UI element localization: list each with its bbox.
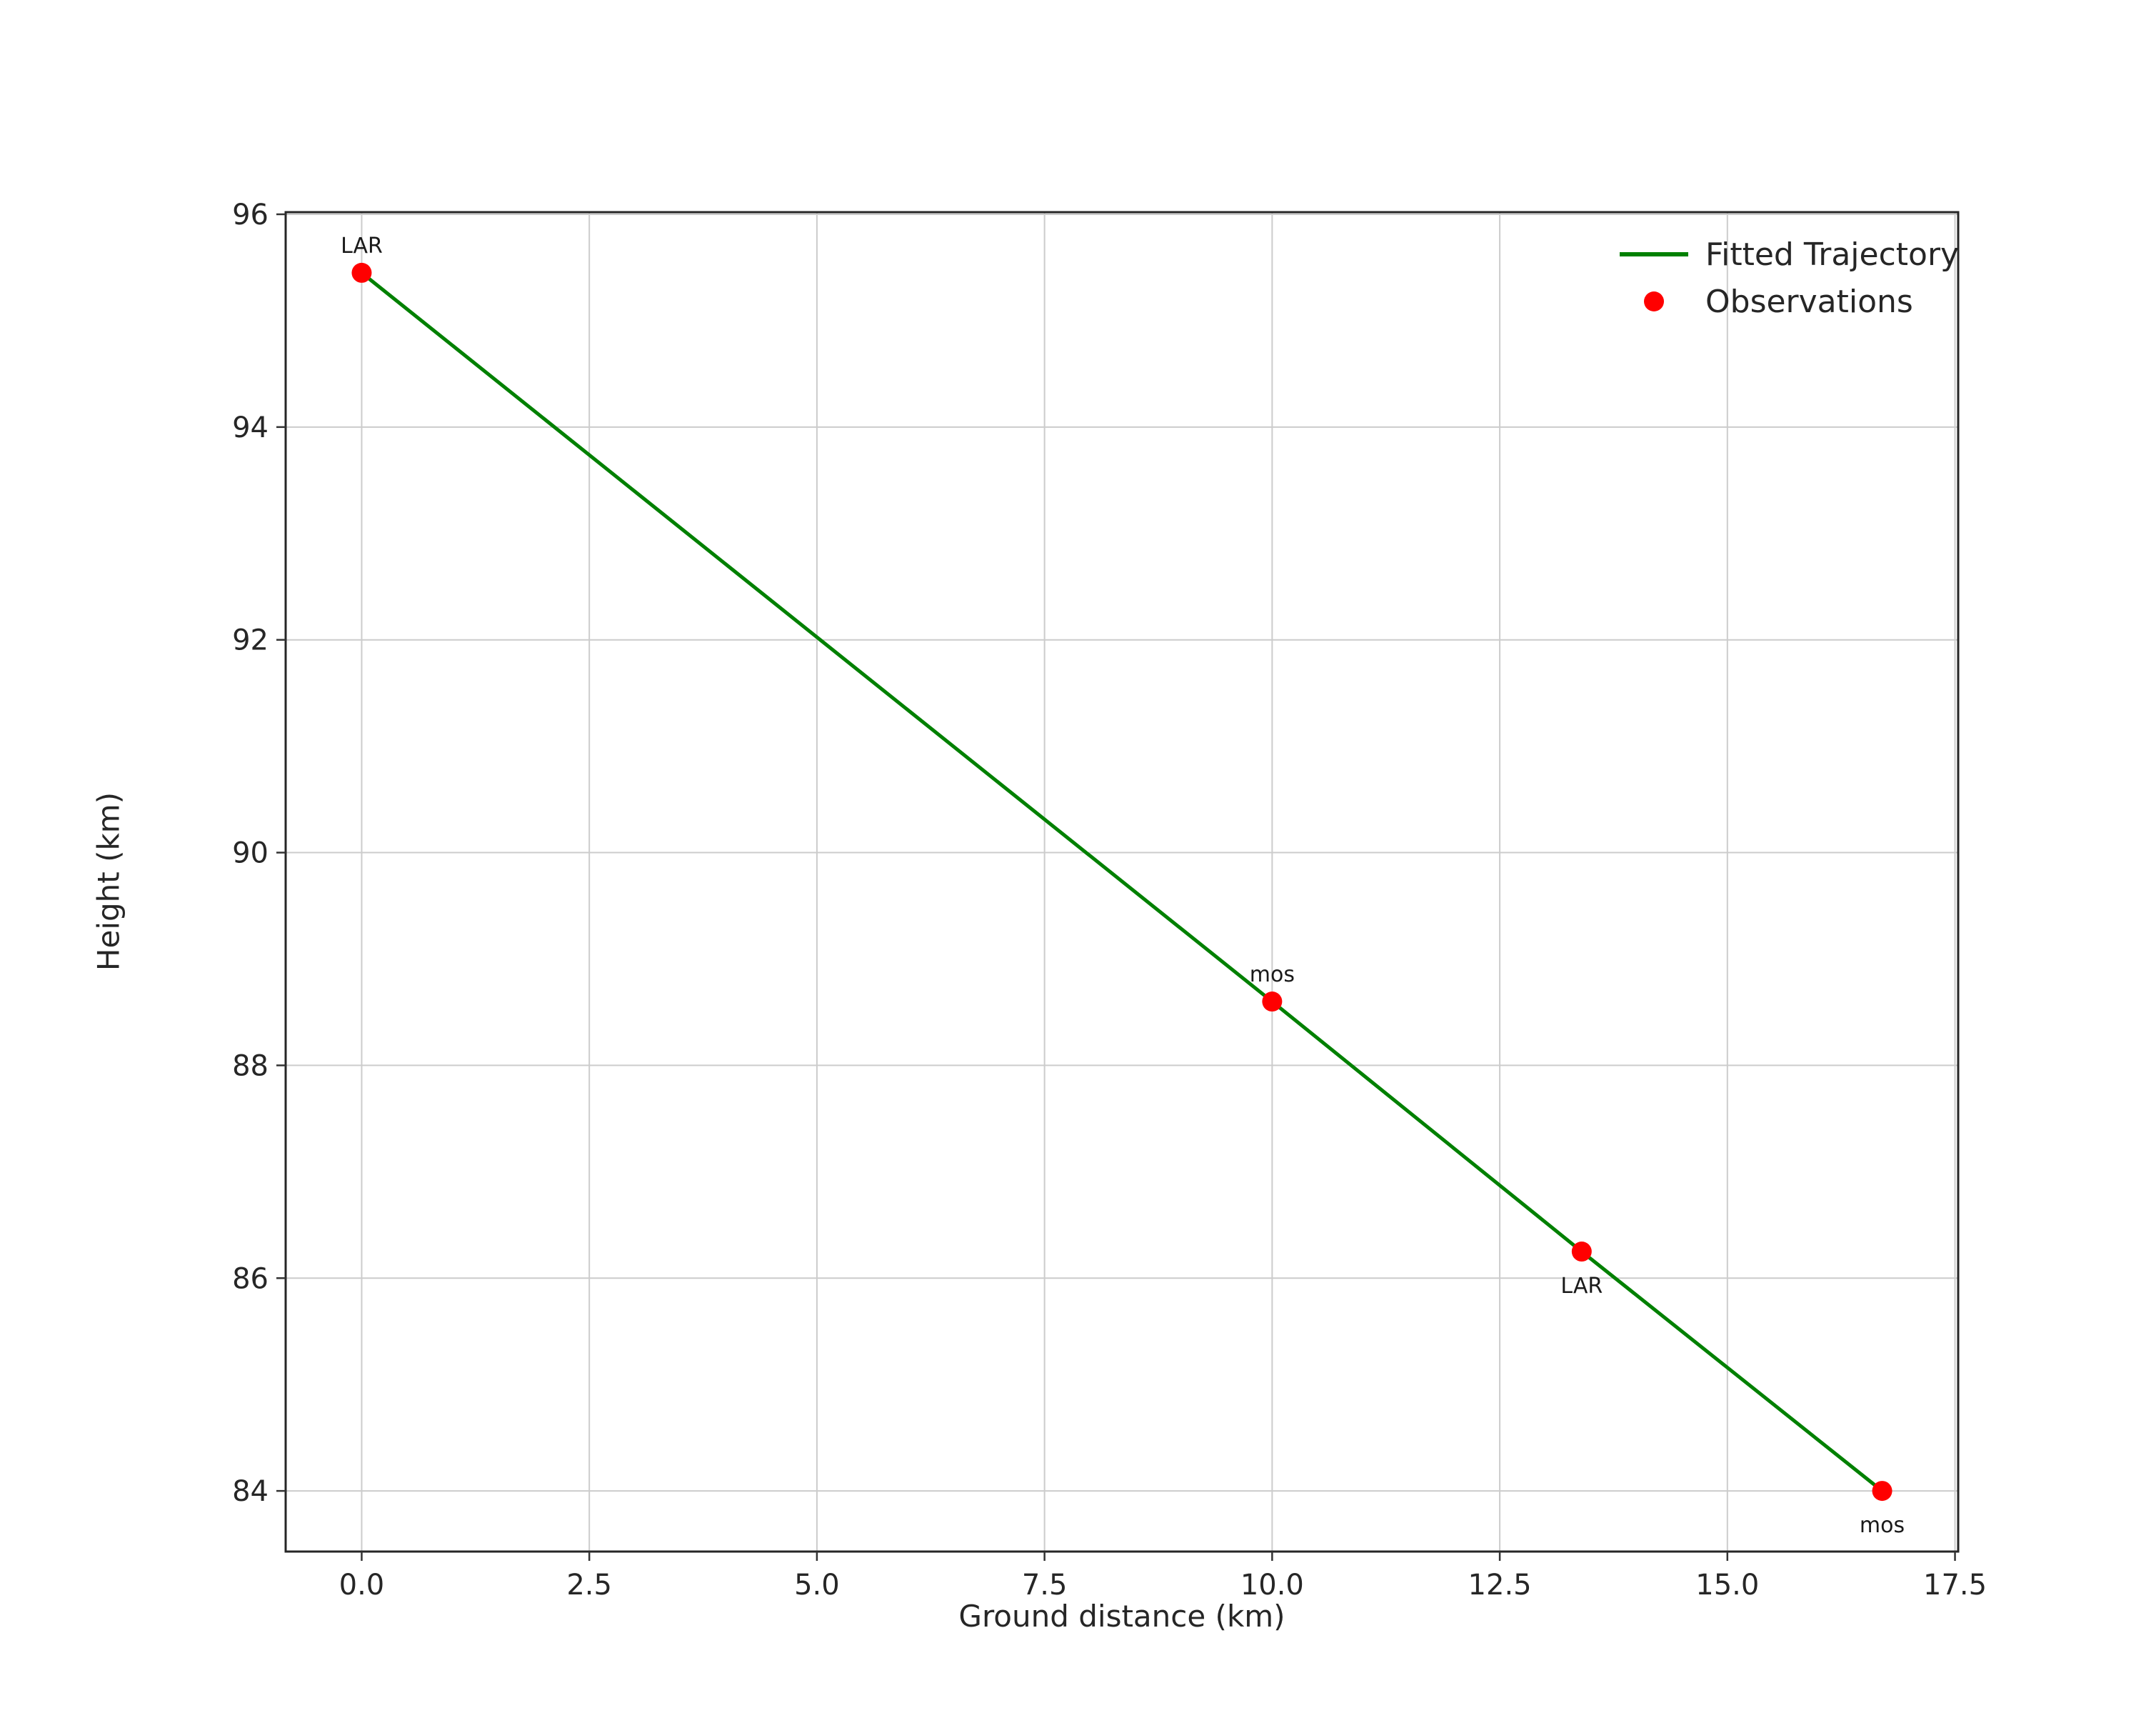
legend-dot-swatch-box	[1620, 291, 1688, 311]
x-axis-label: Ground distance (km)	[286, 1599, 1958, 1634]
x-tick-label: 15.0	[1695, 1569, 1759, 1602]
observation-point	[1262, 992, 1282, 1012]
observation-point	[351, 263, 371, 283]
x-tick-label: 0.0	[339, 1569, 385, 1602]
legend-label-fitted-trajectory: Fitted Trajectory	[1705, 236, 1959, 273]
observation-point	[1572, 1242, 1592, 1262]
legend-label-observations: Observations	[1705, 284, 1913, 320]
point-annotation: LAR	[341, 234, 383, 259]
y-tick-label: 94	[232, 411, 269, 444]
legend-line-swatch	[1620, 252, 1688, 256]
legend-line-swatch-box	[1620, 252, 1688, 256]
legend-item-observations: Observations	[1620, 281, 1959, 321]
legend: Fitted Trajectory Observations	[1620, 234, 1959, 321]
observation-point	[1872, 1481, 1892, 1501]
point-annotation: LAR	[1560, 1274, 1603, 1299]
y-axis-label: Height (km)	[91, 792, 126, 971]
x-tick-label: 12.5	[1468, 1569, 1532, 1602]
x-tick-label: 7.5	[1022, 1569, 1068, 1602]
y-tick-label: 88	[232, 1049, 269, 1082]
x-tick-label: 10.0	[1240, 1569, 1304, 1602]
point-annotation: mos	[1860, 1513, 1905, 1538]
figure: 0.0 2.5 5.0 7.5 10.0 12.5 15.0 17.5 84 86 88 90 92 94…	[0, 0, 2156, 1728]
y-tick-label: 92	[232, 624, 269, 657]
y-tick-label: 86	[232, 1262, 269, 1295]
legend-dot-swatch	[1644, 291, 1664, 311]
y-tick-label: 84	[232, 1475, 269, 1508]
y-tick-label: 90	[232, 837, 269, 870]
x-tick-label: 17.5	[1923, 1569, 1987, 1602]
point-annotation: mos	[1250, 962, 1295, 987]
y-tick-label: 96	[232, 199, 269, 231]
x-tick-label: 5.0	[794, 1569, 840, 1602]
x-tick-label: 2.5	[566, 1569, 612, 1602]
legend-item-fitted-trajectory: Fitted Trajectory	[1620, 234, 1959, 274]
